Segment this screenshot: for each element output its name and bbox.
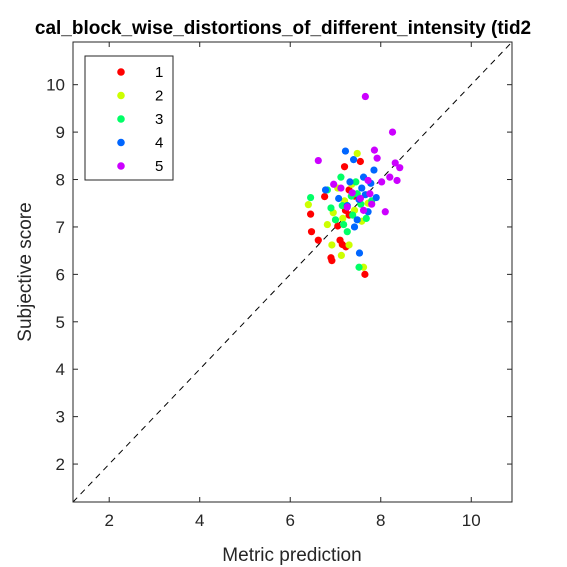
- data-point-series-4-1: [335, 194, 343, 203]
- data-point-series-3-1: [327, 204, 335, 212]
- x-axis-label: Metric prediction: [222, 545, 361, 566]
- data-point-series-4-16: [350, 223, 359, 231]
- legend-marker-3: [117, 115, 125, 123]
- data-point-series-1-0: [307, 210, 315, 218]
- data-point-series-5-2: [337, 184, 345, 192]
- plot-frame: [72, 41, 513, 503]
- axis-ticks: 2 4 6 8 10 2 3 4 5 6 7 8 9 10: [46, 42, 512, 530]
- data-points: [304, 92, 404, 278]
- data-point-series-3-5: [343, 228, 351, 236]
- chart-title: cal_block_wise_distortions_of_different_…: [35, 18, 531, 39]
- data-point-series-4-4: [349, 156, 358, 164]
- data-point-series-5-7: [364, 176, 372, 185]
- data-point-series-1-5: [328, 257, 336, 265]
- data-point-series-4-11: [370, 166, 378, 174]
- legend: 1 2 3 4 5: [84, 55, 174, 181]
- y-tick-label: 3: [56, 408, 65, 427]
- data-point-series-5-10: [373, 154, 381, 162]
- data-point-series-5-17: [396, 164, 404, 172]
- data-point-series-5-14: [388, 128, 397, 136]
- data-point-series-5-4: [348, 189, 356, 197]
- legend-label-1: 1: [155, 64, 163, 81]
- data-point-series-4-6: [355, 249, 364, 257]
- data-point-series-5-16: [393, 176, 401, 185]
- data-point-series-3-3: [337, 173, 345, 181]
- data-point-series-4-2: [341, 147, 350, 155]
- y-tick-label: 8: [56, 171, 65, 190]
- data-point-series-5-1: [330, 180, 338, 188]
- y-tick-label: 6: [56, 265, 65, 284]
- data-point-series-2-13: [339, 214, 347, 223]
- data-point-series-5-12: [381, 208, 389, 216]
- data-point-series-1-9: [334, 222, 342, 230]
- legend-marker-5: [117, 162, 125, 170]
- data-point-series-3-4: [340, 220, 348, 229]
- data-point-series-1-13: [356, 157, 364, 166]
- data-point-series-1-2: [314, 236, 322, 244]
- data-point-series-3-10: [362, 214, 370, 223]
- data-point-series-5-13: [386, 173, 394, 181]
- data-point-series-2-1: [323, 220, 331, 229]
- x-tick-label: 2: [104, 511, 113, 530]
- data-point-series-3-8: [355, 263, 363, 271]
- reference-diagonal-line: [72, 41, 513, 503]
- legend-label-4: 4: [155, 135, 163, 152]
- legend-label-2: 2: [155, 88, 163, 105]
- data-point-series-5-0: [314, 156, 322, 165]
- y-tick-label: 2: [56, 455, 65, 474]
- data-point-series-4-5: [353, 216, 361, 224]
- y-tick-label: 10: [46, 76, 65, 95]
- data-point-series-4-12: [372, 193, 380, 202]
- data-point-series-5-5: [356, 194, 364, 203]
- data-point-series-2-3: [337, 251, 345, 260]
- data-point-series-5-15: [391, 159, 399, 167]
- data-point-series-3-2: [331, 216, 340, 224]
- data-point-series-3-0: [307, 193, 315, 202]
- y-tick-label: 9: [56, 123, 65, 142]
- data-point-series-1-15: [361, 270, 369, 278]
- x-tick-label: 10: [462, 511, 481, 530]
- data-point-series-3-7: [352, 178, 360, 186]
- legend-marker-4: [117, 138, 125, 147]
- data-point-series-2-0: [304, 201, 312, 209]
- data-point-series-5-9: [370, 146, 379, 154]
- x-tick-label: 8: [376, 511, 385, 530]
- data-point-series-1-1: [307, 228, 316, 236]
- y-tick-label: 4: [56, 360, 65, 379]
- data-point-series-4-3: [346, 178, 354, 186]
- y-axis-label: Subjective score: [15, 202, 36, 341]
- data-point-series-5-3: [343, 203, 351, 211]
- y-tick-label: 5: [56, 313, 65, 332]
- data-point-series-4-0: [321, 186, 330, 194]
- data-point-series-2-4: [345, 241, 353, 249]
- x-tick-label: 4: [195, 511, 204, 530]
- data-point-series-5-8: [368, 200, 376, 208]
- legend-label-3: 3: [155, 111, 163, 128]
- y-tick-label: 7: [56, 218, 65, 237]
- data-point-series-5-19: [359, 206, 368, 214]
- legend-box: [84, 55, 174, 181]
- data-point-series-2-2: [328, 241, 336, 249]
- x-tick-label: 6: [286, 511, 295, 530]
- legend-label-5: 5: [155, 158, 163, 175]
- data-point-series-4-7: [358, 184, 366, 192]
- legend-marker-1: [117, 68, 125, 76]
- data-point-series-5-18: [366, 190, 374, 198]
- data-point-series-1-3: [321, 192, 329, 201]
- data-point-series-2-5: [353, 149, 361, 158]
- data-point-series-5-11: [378, 178, 386, 186]
- data-point-series-3-13: [349, 211, 357, 219]
- legend-marker-2: [117, 91, 125, 100]
- data-point-series-1-12: [340, 163, 349, 171]
- data-point-series-5-6: [361, 92, 369, 101]
